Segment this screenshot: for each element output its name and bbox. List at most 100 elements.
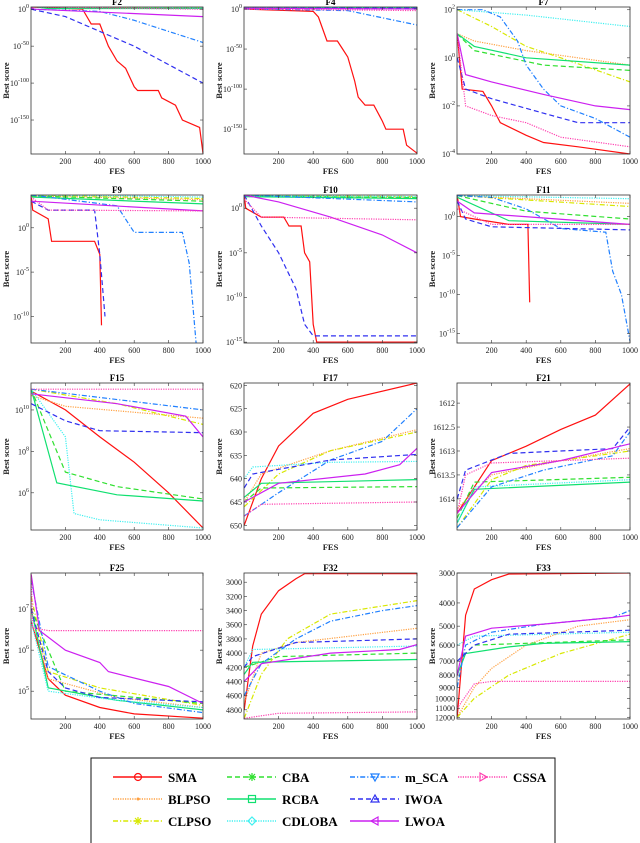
series-line-sma xyxy=(31,7,203,154)
x-tick-label: 600 xyxy=(128,157,140,166)
legend-label: CDLOBA xyxy=(282,814,338,829)
y-tick-exponent: -100 xyxy=(18,78,29,84)
x-tick-label: 800 xyxy=(376,533,388,542)
legend-label: LWOA xyxy=(405,814,446,829)
x-tick-label: 800 xyxy=(589,722,601,731)
x-axis-label: FES xyxy=(536,355,552,365)
x-axis-label: FES xyxy=(109,731,125,741)
subplot-f11: F11 200 400 600 800 1000 FES 100 10-5 10-10 10-15 B… xyxy=(427,185,638,365)
y-tick-exponent: 6 xyxy=(26,488,29,494)
legend-entry-m_sca: m_SCA xyxy=(350,770,449,785)
y-tick-label: 3200 xyxy=(226,592,242,601)
y-tick-label: 12000 xyxy=(435,713,455,722)
legend-label: CLPSO xyxy=(168,814,211,829)
series-line-iwoa xyxy=(457,200,630,231)
series-line-cdloba xyxy=(457,9,630,28)
y-tick-label: 3000 xyxy=(439,569,455,578)
x-tick-label: 400 xyxy=(307,346,319,355)
series-line-cssa xyxy=(457,457,630,514)
x-tick-label: 200 xyxy=(59,346,71,355)
y-tick-label: 5000 xyxy=(439,622,455,631)
series-line-m_sca xyxy=(244,8,417,26)
y-tick-label: 106 xyxy=(18,488,29,498)
y-tick-label: 620 xyxy=(230,381,242,390)
subplot-f4: F4 200 400 600 800 1000 FES 100 10-50 10-100 10-15… xyxy=(214,0,425,176)
x-axis-label: FES xyxy=(109,542,125,552)
series-line-lwoa xyxy=(31,7,203,18)
legend-label: RCBA xyxy=(282,792,319,807)
y-tick-exponent: -10 xyxy=(21,311,29,317)
x-tick-label: 200 xyxy=(486,346,498,355)
x-axis-label: FES xyxy=(323,166,339,176)
y-tick-label: 3400 xyxy=(226,607,242,616)
y-tick-label: 1612 xyxy=(439,399,455,408)
x-tick-label: 200 xyxy=(273,346,285,355)
x-tick-label: 600 xyxy=(342,157,354,166)
x-tick-label: 600 xyxy=(342,533,354,542)
y-tick-label: 10-10 xyxy=(439,290,455,300)
x-tick-label: 400 xyxy=(307,157,319,166)
series-line-rcba xyxy=(31,608,203,711)
y-tick-label: 105 xyxy=(18,686,29,696)
triangle-down-marker-icon xyxy=(369,773,381,783)
series-line-rcba xyxy=(244,658,417,675)
legend-box xyxy=(90,757,556,843)
series-line-sma xyxy=(244,383,417,526)
y-axis-label: Best score xyxy=(427,251,437,288)
y-tick-label: 4000 xyxy=(226,649,242,658)
y-tick-label: 10-5 xyxy=(442,251,455,261)
series-line-cba xyxy=(244,486,417,503)
series-line-cdloba xyxy=(457,195,630,200)
x-tick-label: 1000 xyxy=(622,346,638,355)
series-line-clpso xyxy=(31,596,203,706)
x-axis-label: FES xyxy=(109,355,125,365)
series-line-rcba xyxy=(457,196,630,225)
y-tick-label: 10-2 xyxy=(442,101,455,111)
x-tick-label: 600 xyxy=(128,346,140,355)
series-line-clpso xyxy=(244,431,417,508)
subplot-f32: F32 200 400 600 800 1000 FES 3000 3200 3400 3600 38… xyxy=(214,563,425,741)
series-line-iwoa xyxy=(244,638,417,668)
x-tick-label: 800 xyxy=(163,346,175,355)
x-tick-label: 800 xyxy=(376,157,388,166)
x-tick-label: 600 xyxy=(342,346,354,355)
legend-label: SMA xyxy=(168,770,198,785)
legend-label: CSSA xyxy=(513,770,547,785)
y-tick-exponent: 0 xyxy=(239,4,242,10)
y-axis-label: Best score xyxy=(427,438,437,475)
series-line-clpso xyxy=(457,9,630,83)
y-tick-label: 10-100 xyxy=(223,84,242,94)
series-line-lwoa xyxy=(31,200,203,212)
y-tick-exponent: 0 xyxy=(452,212,455,218)
plot-title: F11 xyxy=(536,185,551,195)
plot-frame xyxy=(456,194,631,344)
subplot-f21: F21 200 400 600 800 1000 FES 1612 1612.5 1613 1613… xyxy=(427,373,638,552)
y-axis-label: Best score xyxy=(214,251,224,288)
y-tick-exponent: 8 xyxy=(26,446,29,452)
y-tick-label: 1613.5 xyxy=(433,471,455,480)
legend-entry-cdloba: CDLOBA xyxy=(227,814,338,829)
x-tick-label: 200 xyxy=(273,722,285,731)
series-line-sma xyxy=(244,8,417,154)
x-tick-label: 800 xyxy=(589,533,601,542)
series-line-lwoa xyxy=(31,574,203,705)
y-tick-label: 10-10 xyxy=(13,311,29,321)
y-tick-label: 1612.5 xyxy=(433,423,455,432)
x-tick-label: 400 xyxy=(307,533,319,542)
x-tick-label: 1000 xyxy=(409,533,425,542)
legend-entry-rcba: RCBA xyxy=(227,792,319,807)
series-line-rcba xyxy=(31,389,203,502)
series-line-iwoa xyxy=(244,453,417,489)
series-line-clpso xyxy=(457,195,630,208)
series-line-lwoa xyxy=(244,195,417,254)
plot-frame xyxy=(456,6,631,155)
series-line-iwoa xyxy=(31,8,203,84)
y-tick-exponent: 6 xyxy=(26,645,29,651)
x-tick-label: 600 xyxy=(128,533,140,542)
series-line-clpso xyxy=(31,195,203,200)
series-line-m_sca xyxy=(244,195,417,203)
plot-title: F17 xyxy=(323,373,338,383)
series-line-blpso xyxy=(31,608,203,709)
legend-entry-cba: CBA xyxy=(227,770,310,785)
x-axis-label: FES xyxy=(536,542,552,552)
